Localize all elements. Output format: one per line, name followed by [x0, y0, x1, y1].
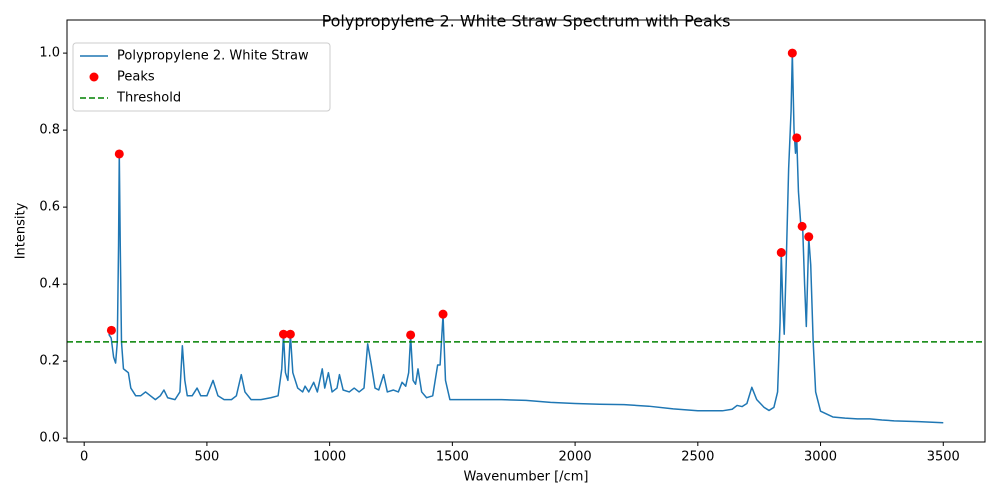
legend-label: Polypropylene 2. White Straw: [117, 49, 309, 64]
x-tick-label: 0: [80, 450, 88, 465]
legend-marker: [89, 72, 99, 82]
legend-label: Peaks: [117, 70, 155, 85]
peak-point: [787, 48, 797, 58]
y-tick-label: 0.2: [39, 354, 60, 369]
x-tick-label: 3000: [804, 450, 837, 465]
y-tick-label: 0.6: [39, 200, 60, 215]
legend-box: [72, 42, 331, 112]
peak-point: [804, 232, 814, 242]
peak-point: [776, 248, 786, 258]
x-tick-label: 2000: [559, 450, 592, 465]
y-tick-label: 0.0: [39, 431, 60, 446]
peak-point: [285, 329, 295, 339]
peak-point: [406, 330, 416, 340]
peak-point: [438, 309, 448, 319]
peak-point: [278, 329, 288, 339]
peak-point: [114, 149, 124, 159]
y-tick-label: 0.8: [39, 123, 60, 138]
peak-point: [797, 221, 807, 231]
x-tick-label: 1500: [436, 450, 469, 465]
plot-frame: [66, 19, 986, 443]
x-tick-label: 3500: [927, 450, 960, 465]
legend-label: Threshold: [116, 91, 181, 106]
x-tick-label: 1000: [313, 450, 346, 465]
peak-point: [792, 133, 802, 143]
chart-title: Polypropylene 2. White Straw Spectrum wi…: [322, 12, 731, 31]
spectrum-line: [108, 52, 944, 424]
x-axis-label: Wavenumber [/cm]: [464, 470, 589, 485]
y-axis-label: Intensity: [14, 202, 29, 259]
peak-point: [106, 325, 116, 335]
x-tick-label: 2500: [681, 450, 714, 465]
y-tick-label: 1.0: [39, 46, 60, 61]
x-tick-label: 500: [194, 450, 219, 465]
y-tick-label: 0.4: [39, 277, 60, 292]
